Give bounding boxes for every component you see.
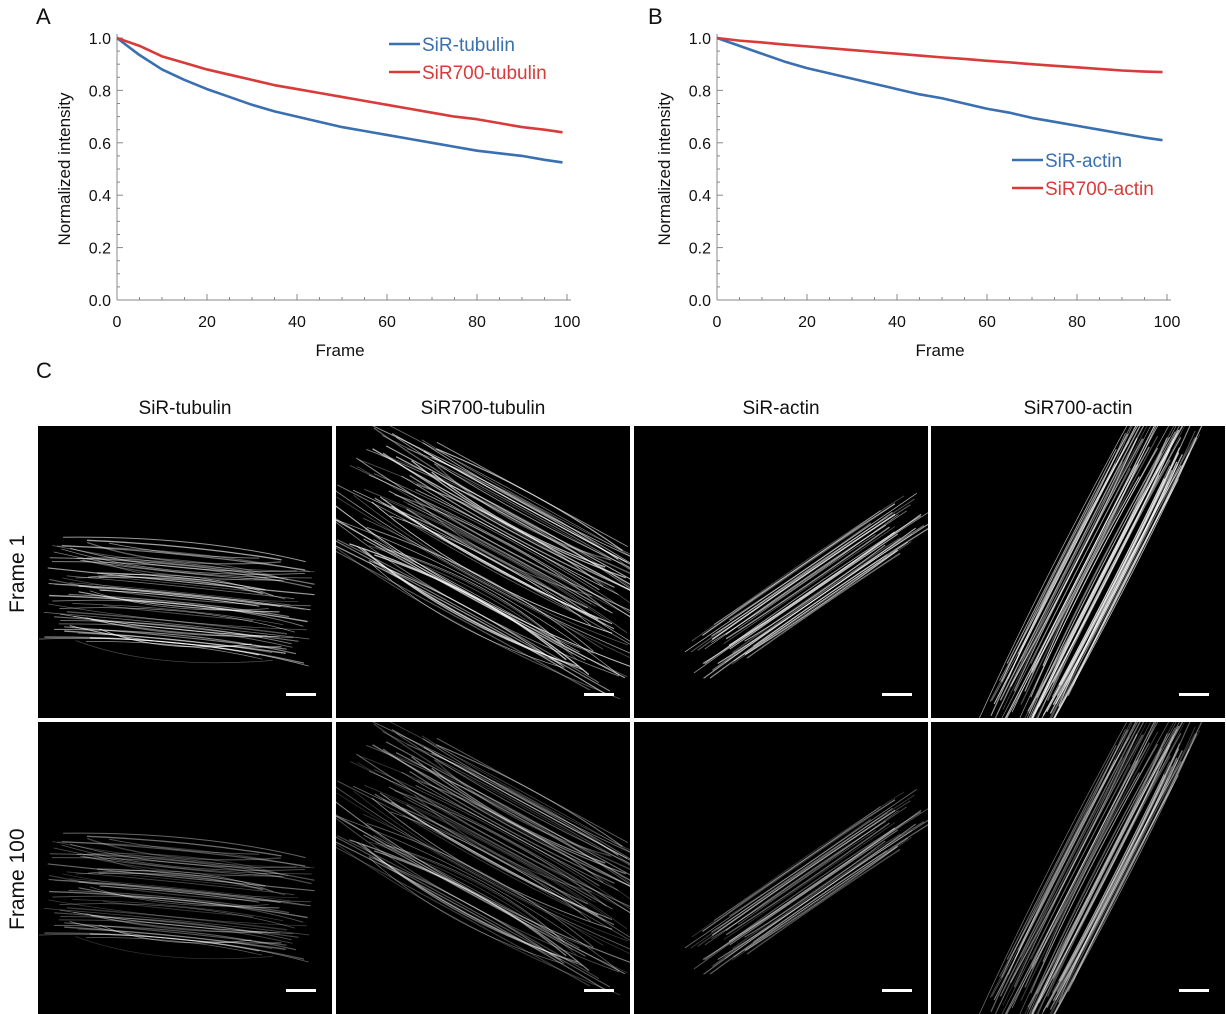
x-tick-label: 40 xyxy=(288,314,306,331)
panel-label-b: B xyxy=(648,4,663,29)
scale-bar xyxy=(584,989,614,992)
y-tick-label: 0.8 xyxy=(89,83,111,100)
x-tick-label: 80 xyxy=(1068,314,1086,331)
column-title-sir-tubulin: SiR-tubulin xyxy=(138,398,232,419)
y-axis-label: Normalized intensity xyxy=(55,92,74,246)
x-tick-label: 20 xyxy=(198,314,216,331)
scale-bar xyxy=(1179,693,1209,696)
column-title-sir700-tubulin: SiR700-tubulin xyxy=(420,398,546,419)
x-axis-label: Frame xyxy=(915,341,964,360)
x-axis-label: Frame xyxy=(315,341,364,360)
chart-a: 0 20 40 60 80 100 0.0 0.2 0.4 0.6 0.8 1.0 Frame Norma… xyxy=(55,31,580,360)
y-tick-label: 0.6 xyxy=(89,136,111,153)
panel-label-c: C xyxy=(36,358,52,383)
scale-bar xyxy=(584,693,614,696)
legend-label: SiR-actin xyxy=(1045,151,1122,172)
scale-bar xyxy=(1179,989,1209,992)
microscopy-image-2-4 xyxy=(931,722,1225,1014)
y-tick-label: 0.8 xyxy=(689,83,711,100)
y-tick-label: 0.4 xyxy=(89,188,111,205)
y-tick-label: 0.2 xyxy=(89,241,111,258)
y-tick-label: 0.4 xyxy=(689,188,711,205)
row-title-frame-1: Frame 1 xyxy=(6,534,29,613)
legend-label: SiR700-actin xyxy=(1045,179,1154,200)
x-tick-label: 80 xyxy=(468,314,486,331)
legend-entry: SiR700-tubulin xyxy=(389,63,547,84)
microscopy-image-1-2 xyxy=(336,426,630,718)
column-title-sir-actin: SiR-actin xyxy=(742,398,820,419)
row-title-frame-100: Frame 100 xyxy=(6,828,29,930)
microscopy-image-1-3 xyxy=(634,426,928,718)
series-line-sir-actin xyxy=(716,36,1163,142)
chart-axes: 0 20 40 60 80 100 0.0 0.2 0.4 0.6 0.8 1.0 Frame Norma… xyxy=(55,31,580,360)
x-tick-label: 0 xyxy=(713,314,722,331)
y-tick-label: 0.2 xyxy=(689,241,711,258)
microscopy-image-1-4 xyxy=(931,426,1225,718)
series-line-sir700-tubulin xyxy=(116,36,563,134)
y-tick-label: 0.6 xyxy=(689,136,711,153)
x-tick-label: 0 xyxy=(113,314,122,331)
chart-axes: 0 20 40 60 80 100 0.0 0.2 0.4 0.6 0.8 1.0 Frame Norma… xyxy=(655,31,1180,360)
series-line-sir-tubulin xyxy=(116,36,563,164)
y-axis-label: Normalized intensity xyxy=(655,92,674,246)
microscopy-image-2-3 xyxy=(634,722,928,1014)
x-tick-label: 60 xyxy=(378,314,396,331)
x-tick-label: 60 xyxy=(978,314,996,331)
series-line-sir700-actin xyxy=(716,36,1163,74)
microscopy-image-2-2 xyxy=(336,722,630,1014)
scale-bar xyxy=(286,693,316,696)
x-tick-label: 40 xyxy=(888,314,906,331)
legend-label: SiR700-tubulin xyxy=(422,63,547,84)
panel-label-a: A xyxy=(36,4,51,29)
scale-bar xyxy=(882,693,912,696)
microscopy-image-1-1 xyxy=(38,426,332,718)
chart-b: 0 20 40 60 80 100 0.0 0.2 0.4 0.6 0.8 1.0 Frame Norma… xyxy=(655,31,1180,360)
scale-bar xyxy=(286,989,316,992)
y-tick-label: 0.0 xyxy=(689,293,711,310)
y-tick-label: 0.0 xyxy=(89,293,111,310)
x-tick-label: 100 xyxy=(554,314,581,331)
microscopy-image-2-1 xyxy=(38,722,332,1014)
y-tick-label: 1.0 xyxy=(89,31,111,48)
x-tick-label: 100 xyxy=(1154,314,1181,331)
scale-bar xyxy=(882,989,912,992)
legend-entry: SiR700-actin xyxy=(1012,179,1154,200)
y-tick-label: 1.0 xyxy=(689,31,711,48)
column-title-sir700-actin: SiR700-actin xyxy=(1023,398,1133,419)
legend-entry: SiR-tubulin xyxy=(389,35,515,56)
legend-label: SiR-tubulin xyxy=(422,35,515,56)
x-tick-label: 20 xyxy=(798,314,816,331)
legend-entry: SiR-actin xyxy=(1012,151,1122,172)
